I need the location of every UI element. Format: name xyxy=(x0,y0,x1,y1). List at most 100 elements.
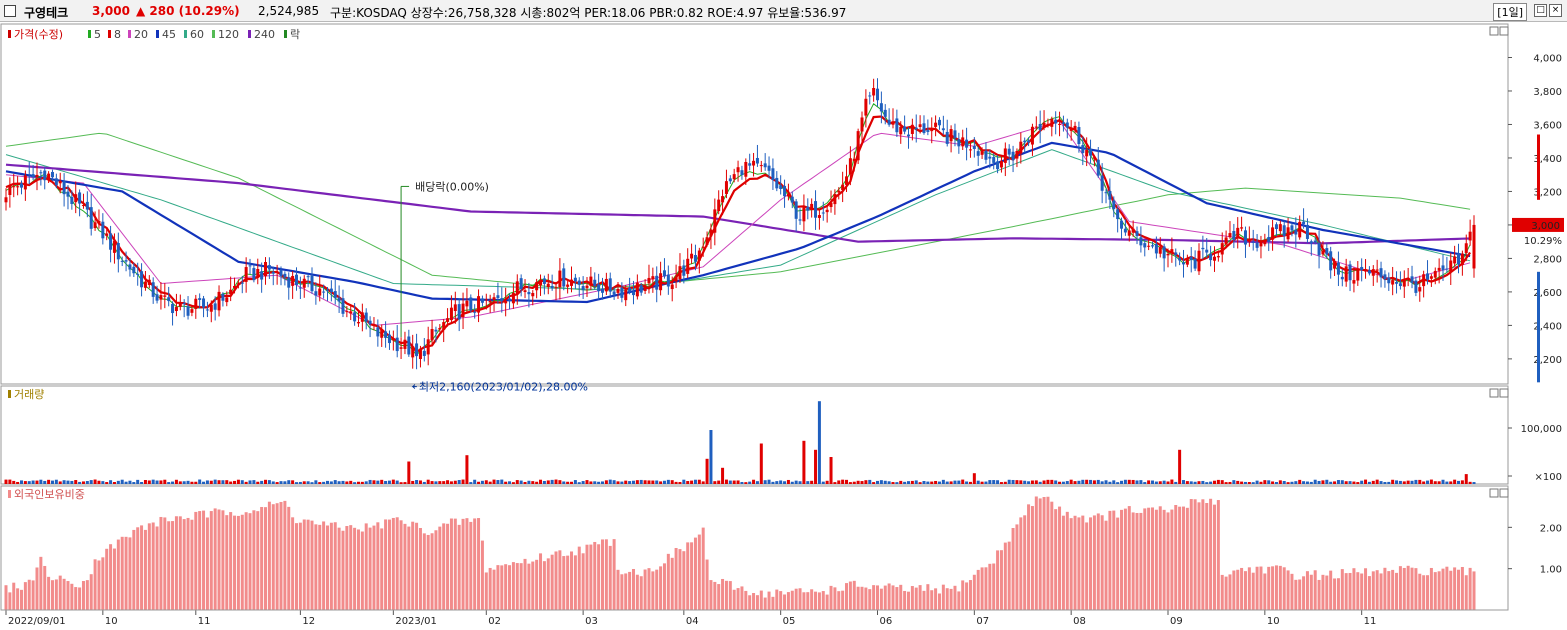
foreign-bar xyxy=(554,551,558,610)
candle-body xyxy=(240,282,244,284)
foreign-bar xyxy=(318,524,322,610)
candle-body xyxy=(380,329,384,338)
candle-body xyxy=(608,278,612,292)
candle-body xyxy=(178,302,182,307)
volume-bar xyxy=(341,480,345,484)
candle-body xyxy=(508,298,512,301)
legend-marker xyxy=(156,30,159,38)
volume-bar xyxy=(697,479,701,484)
current-change-label: 10.29% xyxy=(1524,236,1562,247)
foreign-bar xyxy=(1453,567,1457,610)
candle-body xyxy=(937,119,941,126)
candle-body xyxy=(387,334,391,344)
candle-body xyxy=(1089,148,1093,156)
volume-bar xyxy=(643,480,647,484)
foreign-bar xyxy=(233,515,237,610)
volume-bar xyxy=(968,481,972,484)
candle-body xyxy=(1367,270,1371,274)
candle-body xyxy=(43,170,47,181)
candle-body xyxy=(78,192,82,204)
foreign-bar xyxy=(883,585,887,610)
period-selector[interactable]: [1일] xyxy=(1493,3,1527,21)
candle-body xyxy=(213,303,217,310)
candle-body xyxy=(1329,251,1333,271)
candle-body xyxy=(1302,221,1306,225)
volume-bar xyxy=(229,481,233,484)
candle-body xyxy=(163,295,167,297)
candle-body xyxy=(47,173,51,180)
volume-bar xyxy=(814,449,818,484)
foreign-bar xyxy=(1251,572,1255,610)
candle-body xyxy=(1042,122,1046,129)
foreign-bar xyxy=(876,585,880,610)
volume-bar xyxy=(515,480,519,484)
volume-bar xyxy=(449,481,453,484)
foreign-bar xyxy=(504,564,508,610)
candle-body xyxy=(345,311,349,313)
foreign-bar xyxy=(1259,566,1263,610)
foreign-bar xyxy=(1104,520,1108,610)
candle-body xyxy=(697,250,701,261)
volume-bar xyxy=(283,481,287,484)
volume-bar xyxy=(535,481,539,484)
volume-bar xyxy=(790,481,794,484)
candle-body xyxy=(465,300,469,307)
close-icon[interactable]: × xyxy=(1549,4,1562,17)
volume-bar xyxy=(1441,479,1445,484)
candle-body xyxy=(845,176,849,185)
volume-bar xyxy=(1286,482,1290,484)
volume-bar xyxy=(163,479,167,484)
foreign-bar xyxy=(647,568,651,610)
foreign-bar xyxy=(1329,570,1333,610)
foreign-bar xyxy=(934,588,938,610)
foreign-bar xyxy=(616,569,620,610)
candle-body xyxy=(755,157,759,164)
foreign-bar xyxy=(1061,515,1065,610)
foreign-bar xyxy=(771,596,775,610)
candle-body xyxy=(519,278,523,290)
volume-bar xyxy=(186,480,190,484)
volume-bar xyxy=(1422,481,1426,484)
volume-bar xyxy=(143,479,147,484)
foreign-bar xyxy=(1023,515,1027,610)
candle-body xyxy=(930,127,934,132)
foreign-bar xyxy=(1422,575,1426,610)
volume-bar xyxy=(1348,481,1352,484)
volume-panel-restore-icon xyxy=(1489,388,1499,398)
foreign-bar xyxy=(387,519,391,610)
foreign-bar xyxy=(926,584,930,610)
foreign-bar xyxy=(600,539,604,610)
candle-body xyxy=(446,318,450,322)
foreign-bar xyxy=(484,572,488,610)
foreign-bar xyxy=(1085,522,1089,610)
candle-body xyxy=(81,205,85,207)
volume-bar xyxy=(806,481,810,484)
candle-body xyxy=(767,165,771,171)
foreign-bar xyxy=(105,548,109,610)
maximize-icon[interactable]: □ xyxy=(1534,4,1547,17)
volume-bar xyxy=(1371,480,1375,484)
foreign-bar xyxy=(1317,579,1321,610)
candle-body xyxy=(1290,225,1294,231)
foreign-bar xyxy=(786,592,790,610)
volume-bar xyxy=(546,480,550,484)
stock-name[interactable]: 구영테크 xyxy=(24,6,69,20)
foreign-bar xyxy=(519,563,523,610)
foreign-bar xyxy=(50,580,54,610)
x-tick-label: 10 xyxy=(1267,616,1280,627)
candle-body xyxy=(1395,281,1399,284)
foreign-bar xyxy=(1352,568,1356,610)
candle-body xyxy=(1019,141,1023,154)
select-checkbox[interactable] xyxy=(4,5,16,17)
candle-body xyxy=(422,350,426,356)
volume-bar xyxy=(864,480,868,484)
foreign-bar xyxy=(62,578,66,610)
volume-bar xyxy=(496,480,500,484)
volume-bar xyxy=(31,480,35,484)
volume-bar xyxy=(639,479,643,484)
foreign-bar xyxy=(643,569,647,610)
candle-body xyxy=(914,127,918,130)
volume-bar xyxy=(771,481,775,484)
candle-body xyxy=(202,298,206,308)
foreign-bar xyxy=(469,521,473,610)
